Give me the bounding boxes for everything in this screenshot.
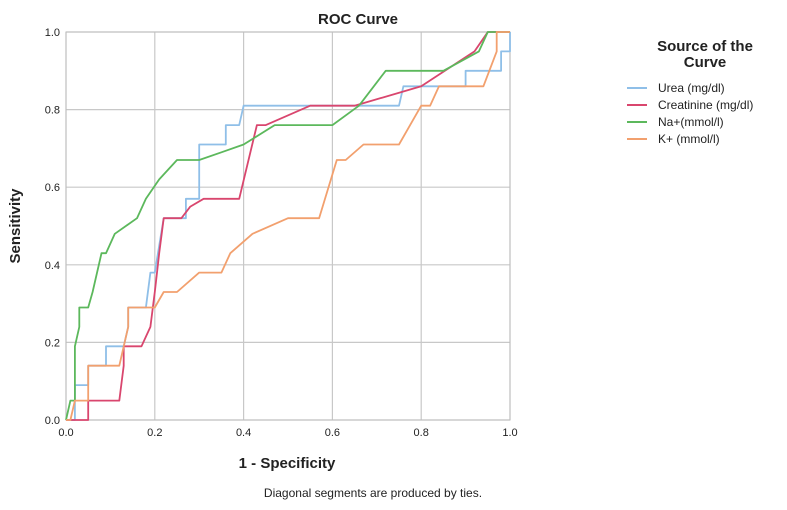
y-tick-label: 0.8: [45, 105, 60, 117]
legend-label: Na+(mmol/l): [658, 115, 724, 129]
y-tick-label: 1.0: [45, 27, 60, 39]
legend: Source of the Curve Urea (mg/dl) Creatini…: [627, 38, 753, 146]
footnote: Diagonal segments are produced by ties.: [264, 486, 482, 500]
legend-label: Urea (mg/dl): [658, 81, 725, 95]
y-tick-label: 0.2: [45, 337, 60, 349]
x-tick-label: 0.8: [414, 427, 429, 439]
x-tick-label: 0.0: [58, 427, 73, 439]
grid: [65, 31, 511, 421]
y-tick-label: 0.6: [45, 182, 60, 194]
chart-title: ROC Curve: [318, 11, 398, 28]
x-axis-label: 1 - Specificity: [239, 455, 336, 472]
series-line-urea-mg-dl: [66, 32, 511, 421]
series-line-na-mmol-l: [65, 31, 510, 421]
y-tick-label: 0.4: [45, 260, 60, 272]
series-line-creatinine-mg-dl: [66, 31, 510, 421]
legend-title-line1: Source of the: [657, 38, 753, 55]
x-tick-label: 0.6: [325, 427, 340, 439]
legend-label: K+ (mmol/l): [658, 132, 720, 146]
series-layer: [65, 31, 511, 421]
x-tick-label: 0.2: [147, 427, 162, 439]
series-line-k-mmol-l: [66, 31, 510, 421]
y-axis-label: Sensitivity: [7, 188, 24, 264]
x-tick-label: 1.0: [502, 427, 517, 439]
x-tick-label: 0.4: [236, 427, 251, 439]
legend-title-line2: Curve: [684, 54, 727, 71]
plot-frame: [65, 31, 511, 421]
legend-label: Creatinine (mg/dl): [658, 98, 753, 112]
y-tick-label: 0.0: [45, 415, 60, 427]
tick-labels: 0.0 0.2 0.4 0.6 0.8 1.0 0.0 0.2 0.4 0.6 0.8 1.0: [45, 27, 518, 439]
